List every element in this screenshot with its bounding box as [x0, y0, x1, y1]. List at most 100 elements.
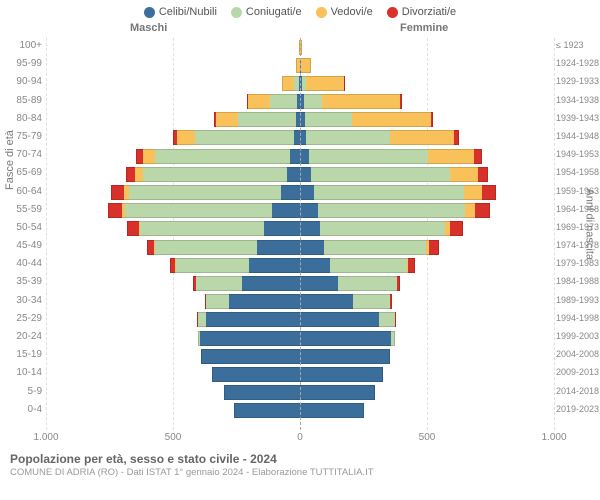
segment-coniugati: [379, 312, 396, 327]
female-bar: [300, 312, 396, 327]
age-label: 65-69: [2, 167, 42, 178]
segment-divorziati: [431, 112, 434, 127]
segment-vedovi: [301, 58, 311, 73]
segment-celibi: [300, 367, 383, 382]
segment-divorziati: [126, 167, 135, 182]
age-label: 10-14: [2, 367, 42, 378]
segment-celibi: [234, 403, 300, 418]
female-bar: [300, 221, 463, 236]
birth-year-label: 2004-2008: [556, 349, 600, 359]
female-bar: [300, 185, 496, 200]
segment-vedovi: [306, 76, 344, 91]
segment-divorziati: [400, 94, 401, 109]
segment-divorziati: [108, 203, 122, 218]
x-tick-label: 0: [297, 432, 303, 443]
female-bar: [300, 294, 392, 309]
age-label: 50-54: [2, 222, 42, 233]
legend-swatch: [387, 7, 398, 18]
female-bar: [300, 276, 400, 291]
birth-year-label: 1929-1933: [556, 76, 600, 86]
chart-footer: Popolazione per età, sesso e stato civil…: [0, 448, 600, 478]
segment-divorziati: [482, 185, 496, 200]
segment-vedovi: [464, 185, 482, 200]
segment-vedovi: [465, 203, 475, 218]
birth-year-label: 1984-1988: [556, 276, 600, 286]
segment-celibi: [300, 312, 379, 327]
segment-coniugati: [353, 294, 390, 309]
segment-coniugati: [196, 276, 242, 291]
x-axis: 1.00050005001.000: [46, 432, 554, 448]
birth-year-label: ≤ 1923: [556, 40, 600, 50]
segment-divorziati: [454, 130, 459, 145]
segment-coniugati: [305, 112, 352, 127]
segment-celibi: [300, 149, 309, 164]
birth-year-label: 1924-1928: [556, 58, 600, 68]
female-bar: [300, 130, 459, 145]
segment-divorziati: [147, 240, 155, 255]
age-label: 85-89: [2, 95, 42, 106]
segment-divorziati: [450, 221, 463, 236]
male-bar: [126, 167, 300, 182]
segment-coniugati: [155, 149, 290, 164]
male-bar: [214, 112, 300, 127]
legend-label: Divorziati/e: [402, 6, 456, 18]
segment-coniugati: [143, 167, 288, 182]
segment-coniugati: [140, 221, 264, 236]
segment-coniugati: [311, 167, 449, 182]
segment-coniugati: [206, 294, 229, 309]
age-label: 5-9: [2, 386, 42, 397]
segment-vedovi: [352, 112, 431, 127]
segment-celibi: [300, 203, 318, 218]
male-bar: [201, 349, 300, 364]
female-bar: [300, 167, 488, 182]
segment-celibi: [300, 385, 375, 400]
legend-item: Divorziati/e: [387, 6, 456, 18]
segment-celibi: [300, 403, 364, 418]
legend-label: Coniugati/e: [246, 6, 302, 18]
birth-year-label: 1949-1953: [556, 149, 600, 159]
birth-year-label: 2019-2023: [556, 404, 600, 414]
male-bar: [127, 221, 300, 236]
segment-divorziati: [474, 149, 482, 164]
segment-coniugati: [198, 312, 206, 327]
chart-subtitle: COMUNE DI ADRIA (RO) - Dati ISTAT 1° gen…: [10, 467, 590, 478]
birth-year-label: 1964-1968: [556, 204, 600, 214]
segment-divorziati: [475, 203, 490, 218]
birth-year-label: 1994-1998: [556, 313, 600, 323]
birth-year-label: 1999-2003: [556, 331, 600, 341]
gridline: [554, 38, 555, 430]
segment-coniugati: [314, 185, 464, 200]
segment-celibi: [224, 385, 300, 400]
segment-coniugati: [270, 94, 298, 109]
segment-vedovi: [177, 130, 195, 145]
segment-coniugati: [125, 203, 272, 218]
female-bar: [300, 94, 402, 109]
segment-coniugati: [195, 130, 294, 145]
x-tick-label: 500: [419, 432, 436, 443]
segment-celibi: [281, 185, 300, 200]
age-label: 15-19: [2, 349, 42, 360]
x-tick-label: 1.000: [33, 432, 58, 443]
age-label: 95-99: [2, 58, 42, 69]
male-bar: [147, 240, 300, 255]
male-bar: [212, 367, 300, 382]
segment-vedovi: [143, 149, 156, 164]
legend-label: Vedovi/e: [331, 6, 373, 18]
segment-celibi: [300, 221, 320, 236]
birth-year-label: 1959-1963: [556, 186, 600, 196]
male-bar: [205, 294, 300, 309]
segment-divorziati: [408, 258, 414, 273]
male-bar: [193, 276, 300, 291]
female-bar: [300, 258, 415, 273]
segment-divorziati: [478, 167, 488, 182]
male-bar: [170, 258, 300, 273]
segment-coniugati: [129, 185, 281, 200]
females-header: Femmine: [400, 22, 448, 34]
segment-vedovi: [450, 167, 478, 182]
legend-item: Vedovi/e: [316, 6, 373, 18]
age-label: 55-59: [2, 204, 42, 215]
segment-vedovi: [322, 94, 401, 109]
male-bar: [198, 331, 300, 346]
female-bar: [300, 367, 383, 382]
legend-swatch: [144, 7, 155, 18]
